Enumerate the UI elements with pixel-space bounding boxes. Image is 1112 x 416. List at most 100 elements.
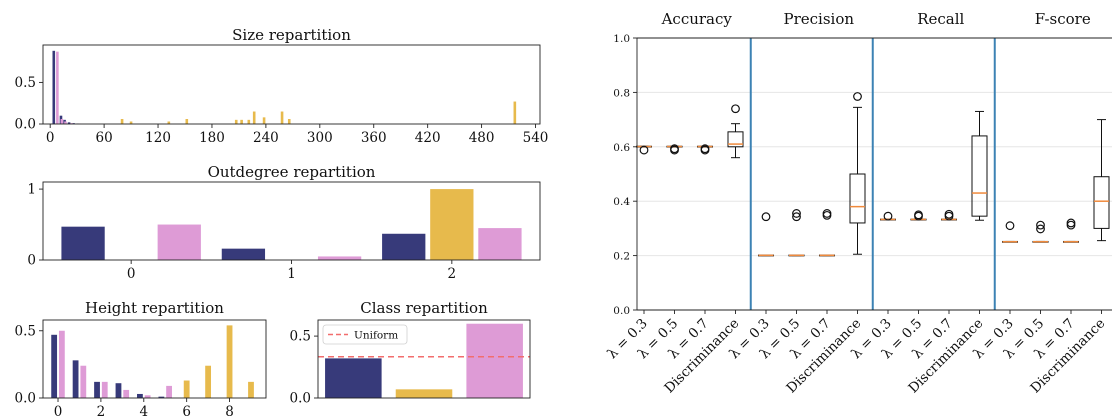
flier: [1066, 218, 1076, 228]
bar: [395, 389, 453, 398]
legend-box: [322, 324, 408, 345]
group-title: Accuracy: [661, 10, 733, 28]
bar: [51, 334, 58, 398]
bar: [478, 228, 522, 260]
group-title: Recall: [917, 10, 964, 28]
x-tick-label: 1: [287, 266, 296, 282]
bar: [262, 117, 266, 124]
x-tick-label: 0: [46, 130, 55, 146]
group-title: F-score: [1035, 10, 1091, 28]
flier: [731, 104, 740, 114]
flier: [1036, 224, 1045, 234]
x-tick-label: 4: [139, 404, 148, 416]
y-tick-label: 0.0: [290, 391, 311, 407]
box-plot: [727, 104, 744, 159]
group-title: Precision: [783, 10, 854, 28]
bar: [466, 323, 523, 398]
axes-frame: [42, 44, 541, 125]
x-tick-label: 420: [415, 130, 441, 146]
box-plot: [1063, 218, 1079, 243]
box: [1093, 176, 1110, 229]
x-tick-label: 0: [54, 404, 63, 416]
box-plot: [788, 209, 805, 257]
bar: [234, 119, 238, 124]
bar: [287, 119, 291, 124]
box-plot: [941, 209, 957, 221]
box-plot: [1032, 220, 1049, 243]
y-tick-label: 0.0: [613, 305, 630, 317]
x-tick-label: 6: [182, 404, 191, 416]
size-repartition-panel: Size repartition 0.0 0.5 0 60 120 180 240 300 360…: [15, 26, 549, 146]
bar: [226, 325, 233, 398]
x-tick-label: 120: [145, 130, 171, 146]
bar: [144, 395, 151, 398]
box-plot: [1002, 221, 1018, 243]
y-tick-label: 0.5: [290, 329, 311, 345]
box-plot: [758, 212, 774, 257]
flier: [670, 144, 679, 154]
chart-title: Size repartition: [232, 26, 351, 44]
bar: [430, 189, 474, 260]
y-tick-label: 0.0: [15, 391, 36, 407]
x-tick-label: 2: [448, 266, 457, 282]
flier: [853, 92, 862, 101]
box-plot: [636, 145, 652, 155]
x-tick-label: 240: [253, 130, 279, 146]
outdegree-repartition-panel: Outdegree repartition 0 1 2 0 1: [27, 163, 541, 282]
axes-frame: [42, 319, 267, 399]
flier: [914, 210, 923, 220]
bar: [158, 396, 165, 398]
box-plot: [819, 209, 835, 257]
x-tick-label: 60: [96, 130, 113, 146]
flier: [883, 211, 893, 221]
bar: [185, 119, 189, 124]
x-tick-label: 360: [361, 130, 387, 146]
bar: [52, 50, 56, 124]
bar: [513, 101, 517, 124]
bar: [183, 380, 190, 398]
bar: [64, 121, 67, 124]
y-tick-label: 1.0: [613, 33, 630, 45]
flier: [822, 209, 832, 218]
bar: [61, 226, 105, 260]
bar: [205, 365, 212, 398]
y-tick-label: 0.8: [613, 87, 630, 99]
bar: [221, 248, 266, 260]
bar: [317, 256, 362, 260]
flier: [792, 209, 801, 218]
height-repartition-panel: Height repartition 0.0 0.5 0 2 4 6 8: [15, 299, 267, 416]
bar: [60, 119, 64, 124]
bar: [120, 119, 124, 124]
y-tick-label: 0.2: [613, 251, 630, 263]
box: [849, 173, 866, 224]
bar: [123, 389, 130, 398]
y-tick-label: 0.5: [15, 323, 36, 339]
legend-label: Uniform: [354, 330, 398, 342]
bar: [80, 365, 87, 398]
flier: [1036, 220, 1045, 230]
bar: [240, 119, 243, 124]
box: [727, 131, 744, 148]
bar: [67, 122, 71, 124]
x-tick-label: 540: [523, 130, 549, 146]
bar: [325, 358, 382, 398]
bar: [101, 381, 108, 398]
x-tick-label: 300: [307, 130, 333, 146]
box-plot: [971, 110, 988, 221]
y-tick-label: 1: [27, 182, 36, 198]
bar: [167, 121, 171, 124]
bar: [129, 121, 133, 124]
box-plot: [666, 144, 683, 155]
x-tick-label: 480: [469, 130, 495, 146]
y-tick-label: 0.4: [613, 196, 630, 208]
bar: [56, 51, 59, 124]
bar: [166, 385, 172, 398]
y-tick-label: 0.6: [613, 142, 630, 154]
bar: [280, 111, 284, 124]
box-plot: [880, 211, 896, 221]
bar: [248, 381, 254, 398]
flier: [761, 212, 771, 222]
x-tick-label: 8: [225, 404, 234, 416]
y-tick-label: 0.0: [15, 117, 36, 133]
box-plot: [910, 210, 927, 221]
